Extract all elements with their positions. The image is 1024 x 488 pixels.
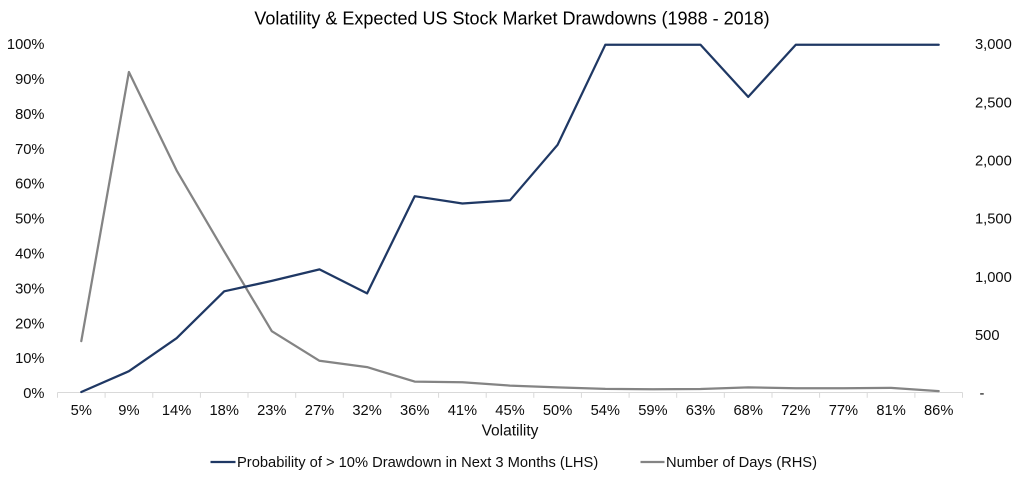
svg-text:9%: 9% xyxy=(118,403,139,419)
svg-text:18%: 18% xyxy=(209,403,238,419)
svg-text:23%: 23% xyxy=(257,403,286,419)
svg-text:50%: 50% xyxy=(543,403,572,419)
svg-text:45%: 45% xyxy=(495,403,524,419)
svg-text:77%: 77% xyxy=(829,403,858,419)
svg-text:27%: 27% xyxy=(305,403,334,419)
svg-text:2,000: 2,000 xyxy=(975,154,1012,170)
svg-text:2,500: 2,500 xyxy=(975,95,1012,111)
svg-text:Volatility: Volatility xyxy=(482,423,539,440)
svg-text:0%: 0% xyxy=(23,386,44,402)
svg-text:59%: 59% xyxy=(638,403,667,419)
svg-text:50%: 50% xyxy=(15,212,44,228)
svg-text:100%: 100% xyxy=(7,37,45,53)
svg-text:Volatility & Expected US Stock: Volatility & Expected US Stock Market Dr… xyxy=(254,9,769,29)
svg-text:1,000: 1,000 xyxy=(975,270,1012,286)
svg-text:Number of Days (RHS): Number of Days (RHS) xyxy=(666,455,817,471)
svg-text:54%: 54% xyxy=(591,403,620,419)
svg-text:500: 500 xyxy=(975,328,1000,344)
svg-text:30%: 30% xyxy=(15,281,44,297)
svg-text:81%: 81% xyxy=(876,403,905,419)
svg-text:36%: 36% xyxy=(400,403,429,419)
svg-text:63%: 63% xyxy=(686,403,715,419)
svg-text:32%: 32% xyxy=(352,403,381,419)
svg-text:72%: 72% xyxy=(781,403,810,419)
svg-text:20%: 20% xyxy=(15,316,44,332)
svg-text:14%: 14% xyxy=(162,403,191,419)
svg-text:60%: 60% xyxy=(15,177,44,193)
svg-text:80%: 80% xyxy=(15,107,44,123)
svg-text:1,500: 1,500 xyxy=(975,212,1012,228)
svg-text:-: - xyxy=(980,386,985,402)
svg-text:5%: 5% xyxy=(71,403,92,419)
svg-text:Probability of > 10% Drawdown: Probability of > 10% Drawdown in Next 3 … xyxy=(237,455,598,471)
svg-text:70%: 70% xyxy=(15,142,44,158)
svg-text:68%: 68% xyxy=(733,403,762,419)
svg-text:86%: 86% xyxy=(924,403,953,419)
svg-text:10%: 10% xyxy=(15,351,44,367)
svg-text:3,000: 3,000 xyxy=(975,37,1012,53)
svg-text:90%: 90% xyxy=(15,72,44,88)
svg-text:40%: 40% xyxy=(15,247,44,263)
svg-text:41%: 41% xyxy=(448,403,477,419)
